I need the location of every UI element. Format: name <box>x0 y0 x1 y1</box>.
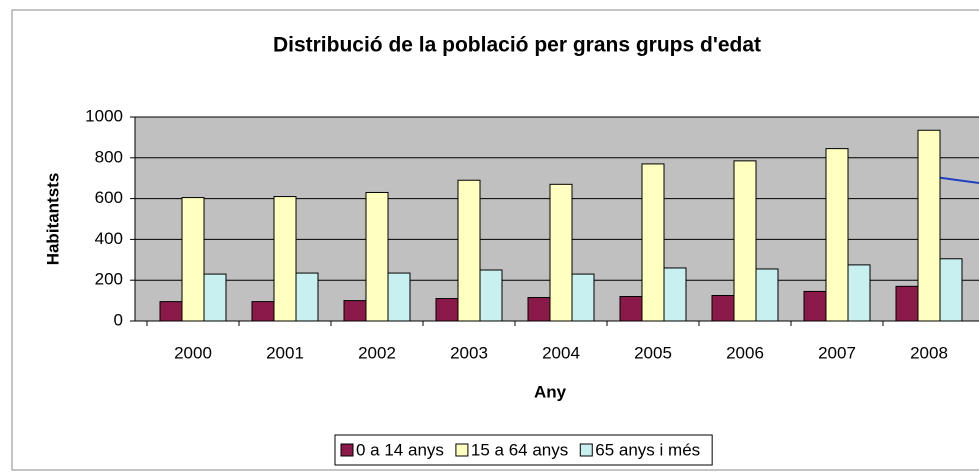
y-tick-label: 800 <box>95 147 123 166</box>
bar <box>755 268 779 322</box>
y-axis-label: Habitantsts <box>43 173 62 266</box>
x-tick-label: 2000 <box>174 343 212 362</box>
legend-label: 65 anys i més <box>595 440 700 459</box>
chart-title: Distribució de la població per grans gru… <box>273 34 761 57</box>
legend <box>334 434 713 466</box>
bar <box>435 298 459 322</box>
bar <box>457 179 481 322</box>
y-tick-label: 600 <box>95 188 123 207</box>
bar <box>711 295 735 322</box>
bar <box>365 191 389 322</box>
legend-swatch <box>455 443 469 457</box>
bar <box>895 285 919 322</box>
bar <box>181 197 205 322</box>
bar <box>203 273 227 322</box>
x-tick-label: 2007 <box>818 343 856 362</box>
legend-swatch <box>340 443 354 457</box>
bar <box>251 301 275 322</box>
bar <box>733 160 757 322</box>
bar <box>387 272 411 322</box>
bar <box>159 301 183 322</box>
bar <box>571 273 595 322</box>
x-tick-label: 2004 <box>542 343 580 362</box>
x-axis-label: Any <box>534 382 567 401</box>
y-tick-label: 0 <box>114 310 123 329</box>
y-tick-label: 200 <box>95 270 123 289</box>
x-tick-label: 2001 <box>266 343 304 362</box>
x-tick-label: 2006 <box>726 343 764 362</box>
bar <box>295 272 319 322</box>
bar <box>619 296 643 322</box>
x-tick-label: 2005 <box>634 343 672 362</box>
y-tick-label: 1000 <box>85 106 123 125</box>
bar <box>549 183 573 322</box>
x-tick-label: 2002 <box>358 343 396 362</box>
bar <box>825 148 849 322</box>
bar <box>641 163 665 322</box>
bar <box>273 196 297 322</box>
bar <box>479 269 503 322</box>
legend-label: 0 a 14 anys <box>356 440 444 459</box>
legend-label: 15 a 64 anys <box>471 440 568 459</box>
y-tick-label: 400 <box>95 229 123 248</box>
bar <box>343 300 367 322</box>
bar <box>663 267 687 322</box>
bar <box>939 258 963 322</box>
legend-swatch <box>579 443 593 457</box>
bar <box>847 264 871 322</box>
x-tick-label: 2008 <box>910 343 948 362</box>
x-tick-label: 2003 <box>450 343 488 362</box>
bar <box>527 297 551 322</box>
bar <box>803 290 827 322</box>
bar <box>917 129 941 322</box>
